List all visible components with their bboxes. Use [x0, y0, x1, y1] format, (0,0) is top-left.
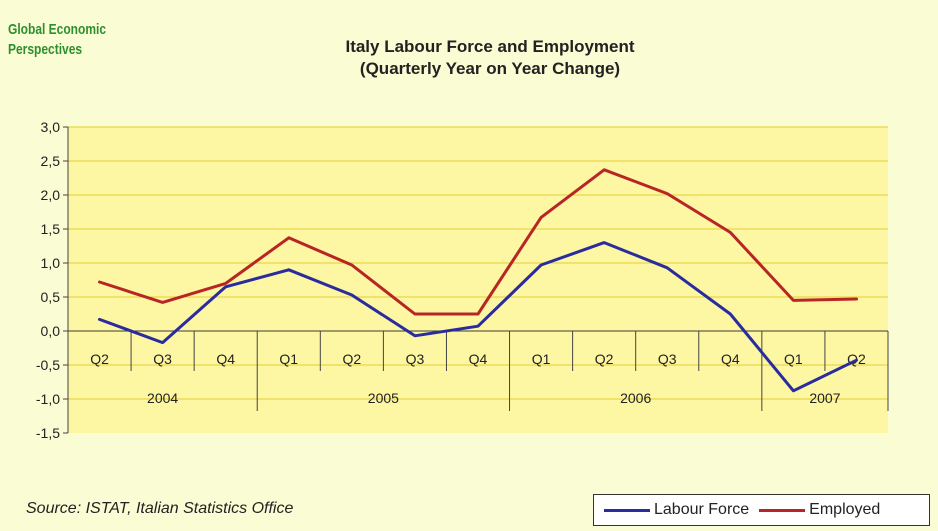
x-tick-label: Q3 [406, 351, 425, 367]
x-tick-label: Q1 [279, 351, 298, 367]
x-tick-label: Q1 [532, 351, 551, 367]
legend-item-labour-force: Labour Force [604, 501, 749, 519]
y-tick-label: 1,5 [41, 221, 61, 237]
legend-label-labour-force: Labour Force [654, 501, 750, 518]
source-note: Source: ISTAT, Italian Statistics Office [26, 500, 294, 517]
y-tick-label: -1,0 [36, 391, 60, 407]
x-tick-label: Q4 [216, 351, 235, 367]
x-tick-label: Q2 [90, 351, 109, 367]
year-label: 2007 [809, 390, 840, 406]
brand-logo: Global Economic Perspectives [8, 20, 106, 60]
legend: Labour Force Employed [593, 494, 930, 526]
year-label: 2005 [368, 390, 399, 406]
x-tick-label: Q2 [595, 351, 614, 367]
brand-line-2: Perspectives [8, 41, 83, 58]
y-tick-label: -0,5 [36, 357, 60, 373]
legend-swatch-employed [759, 508, 806, 512]
x-tick-label: Q3 [658, 351, 677, 367]
y-tick-label: 2,5 [41, 153, 61, 169]
year-label: 2004 [147, 390, 178, 406]
x-tick-label: Q2 [343, 351, 362, 367]
x-tick-label: Q3 [153, 351, 172, 367]
brand-line-1: Global Economic [8, 21, 107, 38]
x-tick-label: Q4 [721, 351, 740, 367]
series-line-labour-force [98, 241, 858, 393]
x-tick-label: Q4 [469, 351, 488, 367]
y-tick-label: -1,5 [36, 425, 60, 441]
y-tick-label: 1,0 [41, 255, 61, 271]
chart-svg: 3,0 2,5 2,0 1,5 1,0 0,5 0,0 -0,5 -1,0 -1,5 Q2 Q3 Q4 Q… [36, 119, 889, 441]
legend-item-employed: Employed [759, 501, 880, 519]
legend-label-employed: Employed [809, 501, 881, 518]
chart-title-block: Italy Labour Force and Employment (Quart… [230, 36, 750, 80]
y-tick-label: 2,0 [41, 187, 61, 203]
y-tick-label: 0,5 [41, 289, 61, 305]
chart-subtitle: (Quarterly Year on Year Change) [359, 59, 621, 78]
x-tick-label: Q1 [784, 351, 803, 367]
plot-area [68, 127, 888, 433]
chart-title: Italy Labour Force and Employment [345, 37, 635, 56]
legend-swatch-labour-force [604, 508, 650, 512]
series-line-employed [98, 168, 858, 316]
year-label: 2006 [620, 390, 651, 406]
y-tick-label: 0,0 [41, 323, 61, 339]
y-tick-label: 3,0 [41, 119, 61, 135]
